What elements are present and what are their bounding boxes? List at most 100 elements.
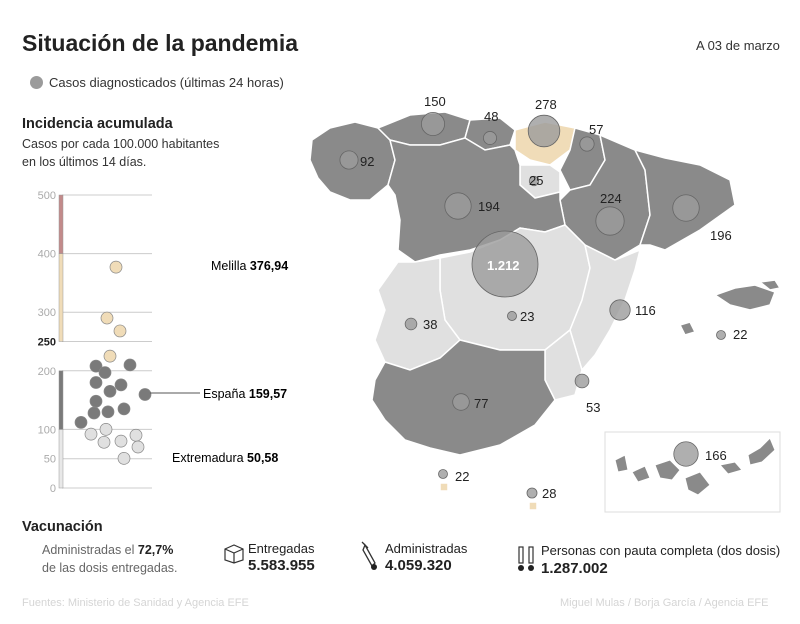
- incidence-point: [138, 388, 152, 401]
- y-tick-label: 250: [38, 337, 56, 349]
- incidence-point: [98, 366, 112, 379]
- incidence-point: [103, 384, 117, 398]
- incidence-point: [89, 376, 103, 389]
- case-label-navarra: 57: [589, 122, 603, 137]
- case-bubble: [609, 299, 631, 321]
- case-bubble: [595, 206, 625, 236]
- incidence-point: [117, 402, 131, 416]
- credit-text: Miguel Mulas / Borja García / Agencia EF…: [560, 597, 769, 609]
- annotation-espana: España 159,57: [203, 387, 287, 401]
- incidence-point: [131, 440, 145, 454]
- box-icon: [224, 544, 244, 564]
- incidence-point: [89, 394, 103, 408]
- spain-map: 150 48 278 57 92 25 194 224 196 1.212 38…: [309, 94, 782, 513]
- case-bubble: [716, 330, 726, 340]
- y-tick-label: 0: [50, 483, 56, 495]
- case-bubble: [471, 230, 539, 298]
- case-bubble: [507, 311, 517, 321]
- syringe-icon: [361, 541, 377, 570]
- incidence-point: [87, 406, 101, 420]
- incidence-point: [113, 324, 127, 338]
- legend-dot-icon: [30, 76, 43, 89]
- incidence-point: [74, 416, 88, 429]
- incidence-title: Incidencia acumulada: [22, 116, 173, 132]
- case-label-extremadura: 38: [423, 317, 437, 332]
- vaccination-summary-1: Administradas el 72,7%: [42, 543, 174, 557]
- incidence-subtitle-2: en los últimos 14 días.: [22, 155, 147, 169]
- scale-band: [58, 253, 64, 342]
- case-label-valencia: 116: [635, 303, 656, 318]
- scale-band: [58, 370, 64, 430]
- case-label-asturias: 150: [424, 94, 446, 109]
- case-label-madrid: 1.212: [487, 258, 520, 273]
- complete-value: 1.287.002: [541, 560, 608, 577]
- vaccination-summary-2: de las dosis entregadas.: [42, 561, 178, 575]
- case-bubble: [420, 111, 446, 137]
- case-bubble: [528, 175, 540, 187]
- incidence-point: [123, 358, 137, 372]
- incidence-point: [100, 311, 114, 325]
- incidence-point: [117, 452, 131, 465]
- incidence-point: [99, 423, 113, 436]
- legend: Casos diagnosticados (últimas 24 horas): [30, 75, 284, 90]
- complete-label: Personas con pauta completa (dos dosis): [541, 543, 781, 558]
- incidence-point: [114, 434, 128, 448]
- incidence-point: [97, 435, 111, 449]
- case-label-cataluna: 196: [710, 228, 732, 243]
- case-label-la-rioja: 25: [529, 173, 543, 188]
- case-label-castilla-la-mancha: 23: [520, 309, 534, 324]
- incidence-point: [89, 359, 103, 373]
- incidence-point: [114, 378, 128, 392]
- annotation-melilla: Melilla 376,94: [211, 259, 288, 273]
- administered-label: Administradas: [385, 541, 468, 556]
- incidence-point: [101, 405, 115, 419]
- case-label-cantabria: 48: [484, 109, 498, 124]
- source-text: Fuentes: Ministerio de Sanidad y Agencia…: [22, 597, 249, 609]
- case-label-aragon: 224: [600, 191, 622, 206]
- page-title: Situación de la pandemia: [22, 30, 299, 56]
- incidence-point: [103, 349, 117, 363]
- scale-band: [58, 194, 64, 254]
- region-canarias: [614, 437, 776, 496]
- case-bubble: [673, 441, 699, 467]
- case-label-murcia: 53: [586, 400, 600, 415]
- annotation-extremadura: Extremadura 50,58: [172, 451, 278, 465]
- case-label-melilla: 28: [542, 486, 556, 501]
- delivered-value: 5.583.955: [248, 557, 315, 574]
- two-doses-icon: [518, 546, 534, 571]
- case-bubble: [672, 194, 700, 222]
- case-label-galicia: 92: [360, 154, 374, 169]
- case-bubble: [579, 136, 595, 152]
- region-melilla: [528, 501, 538, 511]
- case-bubble: [438, 469, 448, 479]
- case-label-canarias: 166: [705, 448, 727, 463]
- case-bubble: [339, 150, 359, 170]
- incidence-subtitle-1: Casos por cada 100.000 habitantes: [22, 137, 220, 151]
- incidence-point: [109, 260, 123, 274]
- case-label-pais-vasco: 278: [535, 97, 557, 112]
- case-bubble: [452, 393, 470, 411]
- case-bubble: [526, 487, 538, 499]
- y-tick-label: 50: [44, 454, 56, 466]
- y-tick-label: 100: [38, 424, 56, 436]
- case-label-ceuta: 22: [455, 469, 469, 484]
- y-tick-label: 300: [38, 307, 56, 319]
- incidence-point: [84, 427, 98, 441]
- scale-band: [58, 429, 64, 489]
- canarias-inset-frame: [604, 431, 781, 513]
- case-bubble: [574, 373, 590, 389]
- legend-label: Casos diagnosticados (últimas 24 horas): [49, 75, 284, 90]
- incidence-point: [129, 428, 143, 442]
- region-ceuta: [439, 482, 449, 492]
- case-label-castilla-leon: 194: [478, 199, 500, 214]
- delivered-label: Entregadas: [248, 541, 315, 556]
- date-label: A 03 de marzo: [696, 38, 780, 53]
- region-valencia: [569, 243, 642, 372]
- region-baleares: [678, 279, 782, 336]
- case-label-baleares: 22: [733, 327, 747, 342]
- vaccination-title: Vacunación: [22, 519, 103, 535]
- y-tick-label: 200: [38, 366, 56, 378]
- case-bubble: [404, 317, 418, 331]
- case-bubble: [483, 131, 497, 145]
- administered-value: 4.059.320: [385, 557, 452, 574]
